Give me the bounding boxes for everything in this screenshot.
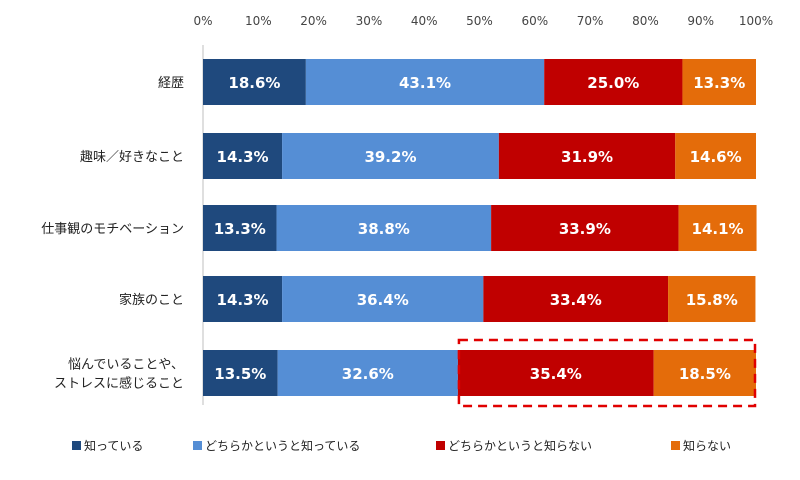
bar-segment [483, 276, 669, 322]
bar-segment [203, 133, 283, 179]
x-tick-label: 10% [245, 14, 272, 28]
bar-segment [203, 205, 277, 251]
bar-segment [498, 133, 676, 179]
bar-segment [282, 276, 484, 322]
legend-swatch [436, 441, 445, 450]
bar-value-label: 18.6% [228, 74, 280, 92]
bar-segment [203, 59, 306, 105]
bar-value-label: 14.3% [217, 291, 269, 309]
bar-segment [282, 133, 499, 179]
legend-swatch [72, 441, 81, 450]
x-tick-label: 40% [411, 14, 438, 28]
category-label: 家族のこと [119, 292, 184, 308]
bar-value-label: 32.6% [342, 365, 394, 383]
bar-segment [675, 133, 756, 179]
x-tick-label: 90% [687, 14, 714, 28]
bar-segment [277, 350, 458, 396]
bar-value-label: 13.5% [214, 365, 266, 383]
bar-value-label: 25.0% [587, 74, 639, 92]
bar-value-label: 36.4% [357, 291, 409, 309]
bar-value-label: 18.5% [679, 365, 731, 383]
x-tick-label: 50% [466, 14, 493, 28]
bar-value-label: 13.3% [693, 74, 745, 92]
x-tick-label: 80% [632, 14, 659, 28]
legend-swatch [193, 441, 202, 450]
bar-segment [544, 59, 683, 105]
bar-value-label: 14.6% [690, 148, 742, 166]
bar-value-label: 14.3% [217, 148, 269, 166]
bar-value-label: 33.9% [559, 220, 611, 238]
legend-label: 知っている [84, 439, 143, 453]
bar-value-label: 31.9% [561, 148, 613, 166]
category-label: 仕事観のモチベーション [41, 222, 184, 237]
category-label: 経歴 [158, 76, 184, 91]
highlight-box [457, 338, 757, 408]
category-label: 趣味／好きなこと [80, 150, 184, 165]
bar-value-label: 38.8% [358, 220, 410, 238]
bar-value-label: 35.4% [530, 365, 582, 383]
legend-label: どちらかというと知らない [448, 439, 592, 453]
bar-value-label: 33.4% [550, 291, 602, 309]
bar-value-label: 39.2% [364, 148, 416, 166]
bar-segment [682, 59, 756, 105]
bar-segment [653, 350, 756, 396]
bar-value-label: 13.3% [214, 220, 266, 238]
x-tick-label: 60% [521, 14, 548, 28]
bar-value-label: 15.8% [686, 291, 738, 309]
x-tick-label: 20% [300, 14, 327, 28]
bar-value-label: 14.1% [692, 220, 744, 238]
x-tick-label: 30% [356, 14, 383, 28]
category-label: ストレスに感じること [54, 376, 184, 392]
bar-segment [276, 205, 492, 251]
x-tick-label: 100% [739, 14, 773, 28]
legend-label: どちらかというと知っている [205, 439, 360, 453]
bar-segment [203, 350, 278, 396]
legend-label: 知らない [683, 439, 731, 453]
bar-segment [668, 276, 756, 322]
bar-segment [491, 205, 679, 251]
bar-value-label: 43.1% [399, 74, 451, 92]
x-tick-label: 70% [577, 14, 604, 28]
bar-segment [203, 276, 283, 322]
bar-segment [678, 205, 757, 251]
category-label: 悩んでいることや、 [68, 358, 184, 373]
bar-segment [457, 350, 654, 396]
legend-swatch [671, 441, 680, 450]
bar-segment [305, 59, 545, 105]
x-tick-label: 0% [193, 14, 212, 28]
